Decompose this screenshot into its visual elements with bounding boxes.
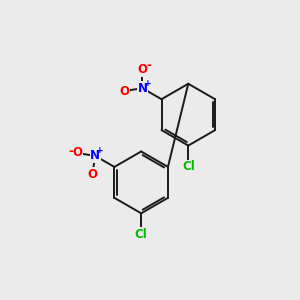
Text: +: +: [97, 146, 104, 155]
Text: -: -: [146, 59, 151, 72]
Text: Cl: Cl: [182, 160, 195, 173]
Text: -: -: [68, 145, 73, 158]
Text: Cl: Cl: [135, 228, 148, 241]
Text: N: N: [137, 82, 147, 95]
Text: N: N: [90, 149, 100, 162]
Text: O: O: [72, 146, 82, 159]
Text: O: O: [119, 85, 129, 98]
Text: +: +: [144, 79, 151, 88]
Text: O: O: [137, 63, 147, 76]
Text: O: O: [87, 168, 97, 181]
